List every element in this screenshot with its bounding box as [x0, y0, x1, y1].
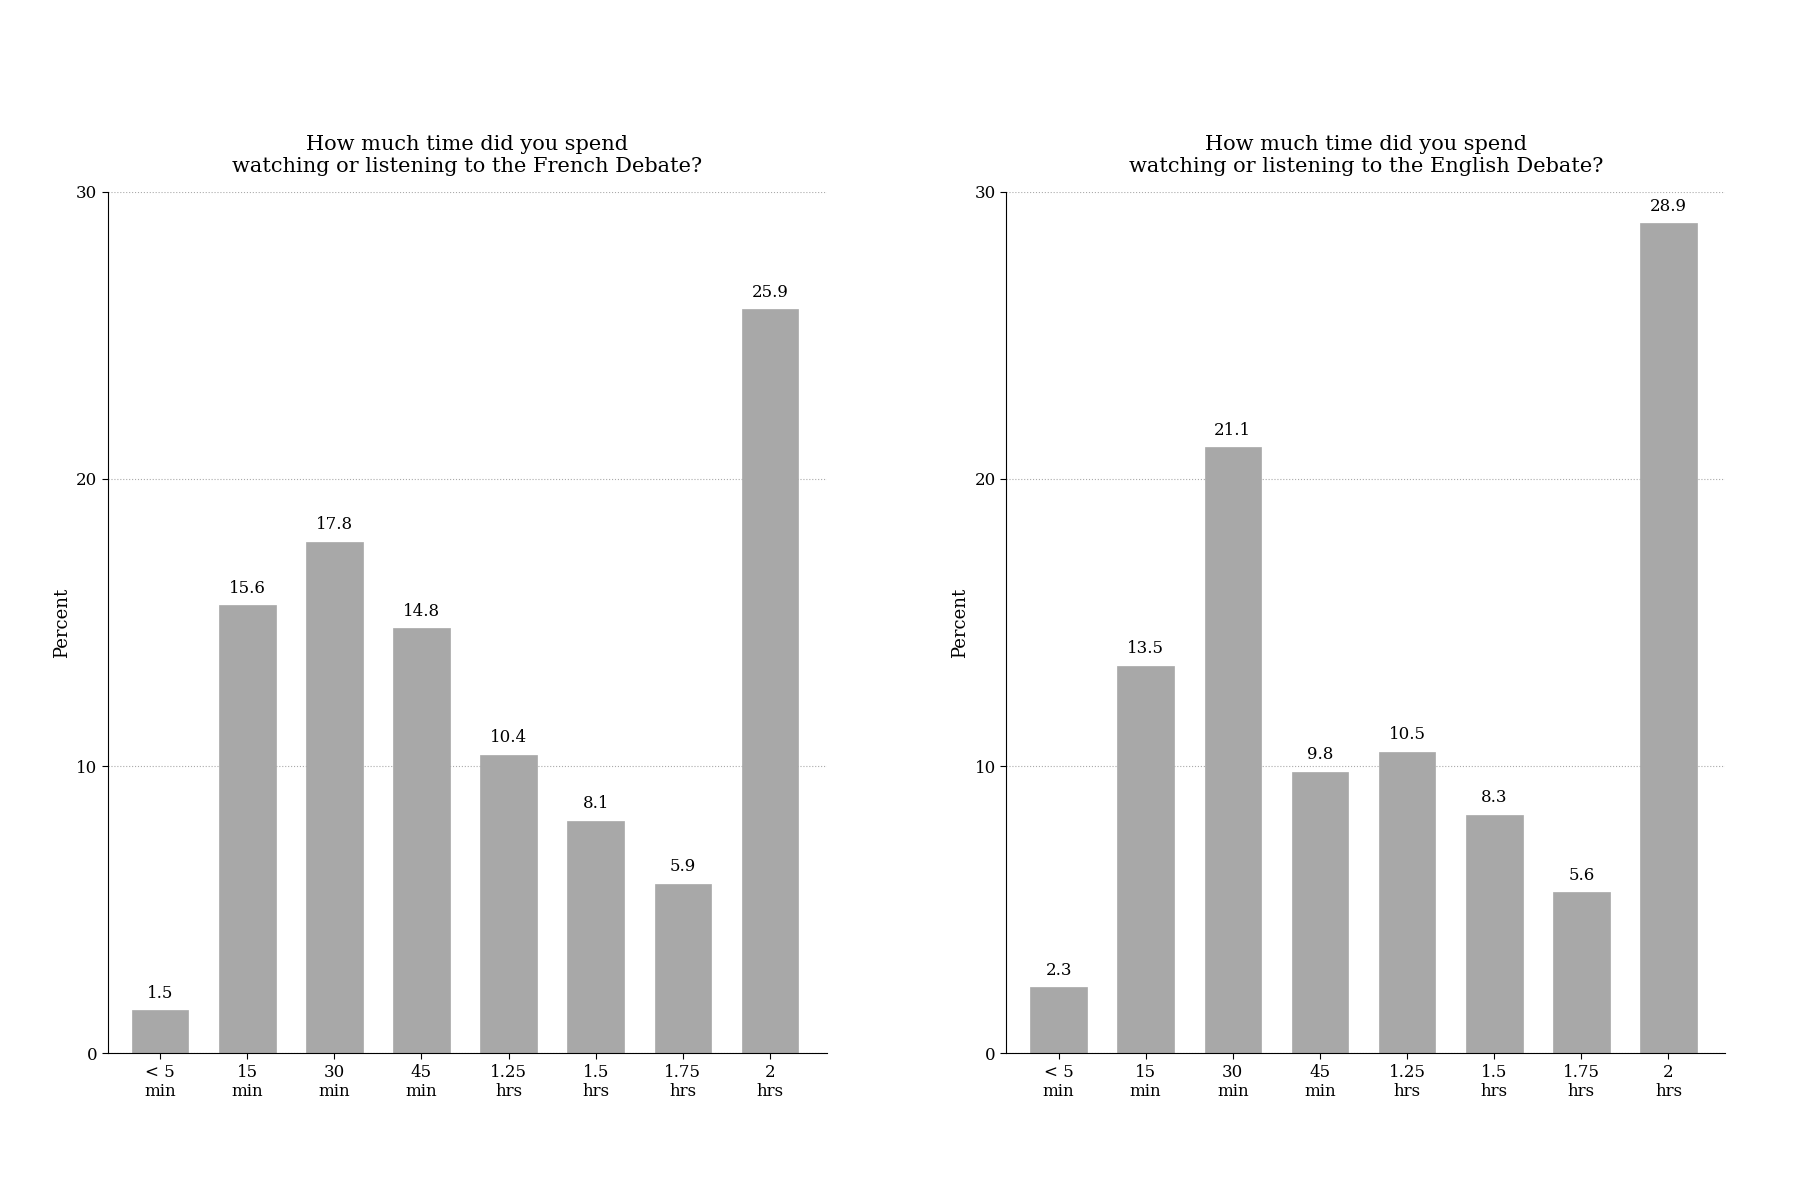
Bar: [1553, 893, 1610, 1053]
Text: 14.8: 14.8: [403, 602, 440, 620]
Text: 1.5: 1.5: [147, 985, 173, 1002]
Text: 5.9: 5.9: [670, 858, 695, 875]
Text: 17.8: 17.8: [316, 516, 352, 534]
Title: How much time did you spend
watching or listening to the French Debate?: How much time did you spend watching or …: [232, 135, 703, 176]
Bar: [480, 754, 537, 1053]
Bar: [1204, 448, 1261, 1053]
Bar: [568, 821, 624, 1053]
Text: 13.5: 13.5: [1127, 640, 1164, 657]
Text: 21.1: 21.1: [1215, 421, 1251, 438]
Text: 8.1: 8.1: [582, 795, 609, 812]
Bar: [219, 606, 275, 1053]
Bar: [1466, 815, 1522, 1053]
Bar: [305, 542, 363, 1053]
Bar: [131, 1010, 189, 1053]
Title: How much time did you spend
watching or listening to the English Debate?: How much time did you spend watching or …: [1129, 135, 1603, 176]
Bar: [654, 883, 712, 1053]
Bar: [1292, 772, 1348, 1053]
Text: 5.6: 5.6: [1569, 867, 1594, 883]
Text: 10.4: 10.4: [491, 729, 527, 746]
Text: 28.9: 28.9: [1650, 198, 1687, 214]
Y-axis label: Percent: Percent: [951, 588, 969, 657]
Text: 25.9: 25.9: [751, 284, 789, 300]
Bar: [1641, 223, 1696, 1053]
Y-axis label: Percent: Percent: [52, 588, 70, 657]
Bar: [1030, 988, 1087, 1053]
Bar: [394, 628, 449, 1053]
Text: 9.8: 9.8: [1306, 746, 1333, 764]
Text: 15.6: 15.6: [228, 579, 266, 596]
Text: 10.5: 10.5: [1389, 727, 1425, 743]
Bar: [1378, 752, 1436, 1053]
Text: 8.3: 8.3: [1481, 789, 1508, 807]
Bar: [742, 309, 798, 1053]
Text: 2.3: 2.3: [1046, 961, 1071, 979]
Bar: [1118, 666, 1173, 1053]
